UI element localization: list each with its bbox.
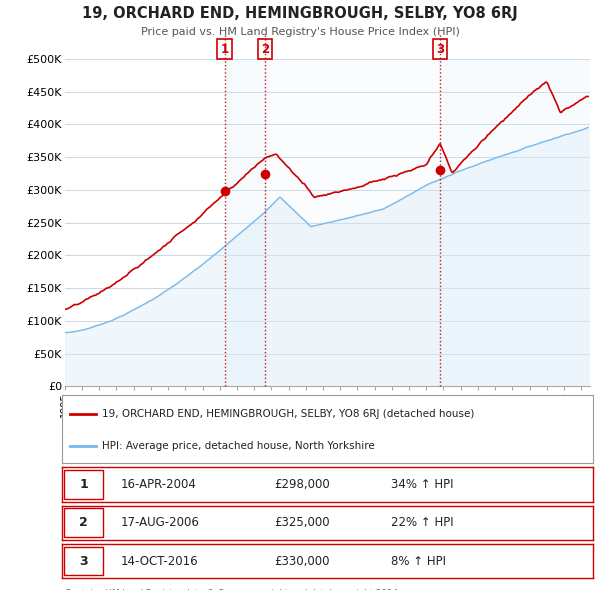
Text: 1: 1 xyxy=(79,478,88,491)
Bar xyxy=(440,59,590,386)
Text: 3: 3 xyxy=(79,555,88,568)
Text: 22% ↑ HPI: 22% ↑ HPI xyxy=(391,516,454,529)
Text: Price paid vs. HM Land Registry's House Price Index (HPI): Price paid vs. HM Land Registry's House … xyxy=(140,27,460,37)
Text: 16-APR-2004: 16-APR-2004 xyxy=(120,478,196,491)
Bar xyxy=(265,59,440,386)
Bar xyxy=(64,509,103,537)
Bar xyxy=(64,547,103,575)
Text: 1: 1 xyxy=(221,42,229,55)
Text: 2: 2 xyxy=(261,42,269,55)
Text: 8% ↑ HPI: 8% ↑ HPI xyxy=(391,555,446,568)
Text: £298,000: £298,000 xyxy=(274,478,330,491)
Text: 19, ORCHARD END, HEMINGBROUGH, SELBY, YO8 6RJ: 19, ORCHARD END, HEMINGBROUGH, SELBY, YO… xyxy=(82,6,518,21)
Text: 17-AUG-2006: 17-AUG-2006 xyxy=(120,516,199,529)
Text: Contains HM Land Registry data © Crown copyright and database right 2024.: Contains HM Land Registry data © Crown c… xyxy=(65,589,400,590)
Text: £330,000: £330,000 xyxy=(274,555,330,568)
Text: 14-OCT-2016: 14-OCT-2016 xyxy=(120,555,198,568)
Text: 19, ORCHARD END, HEMINGBROUGH, SELBY, YO8 6RJ (detached house): 19, ORCHARD END, HEMINGBROUGH, SELBY, YO… xyxy=(101,409,474,419)
Text: £325,000: £325,000 xyxy=(274,516,330,529)
Bar xyxy=(225,59,265,386)
Text: 2: 2 xyxy=(79,516,88,529)
Text: HPI: Average price, detached house, North Yorkshire: HPI: Average price, detached house, Nort… xyxy=(101,441,374,451)
Text: 34% ↑ HPI: 34% ↑ HPI xyxy=(391,478,454,491)
Bar xyxy=(64,470,103,499)
Text: 3: 3 xyxy=(436,42,444,55)
